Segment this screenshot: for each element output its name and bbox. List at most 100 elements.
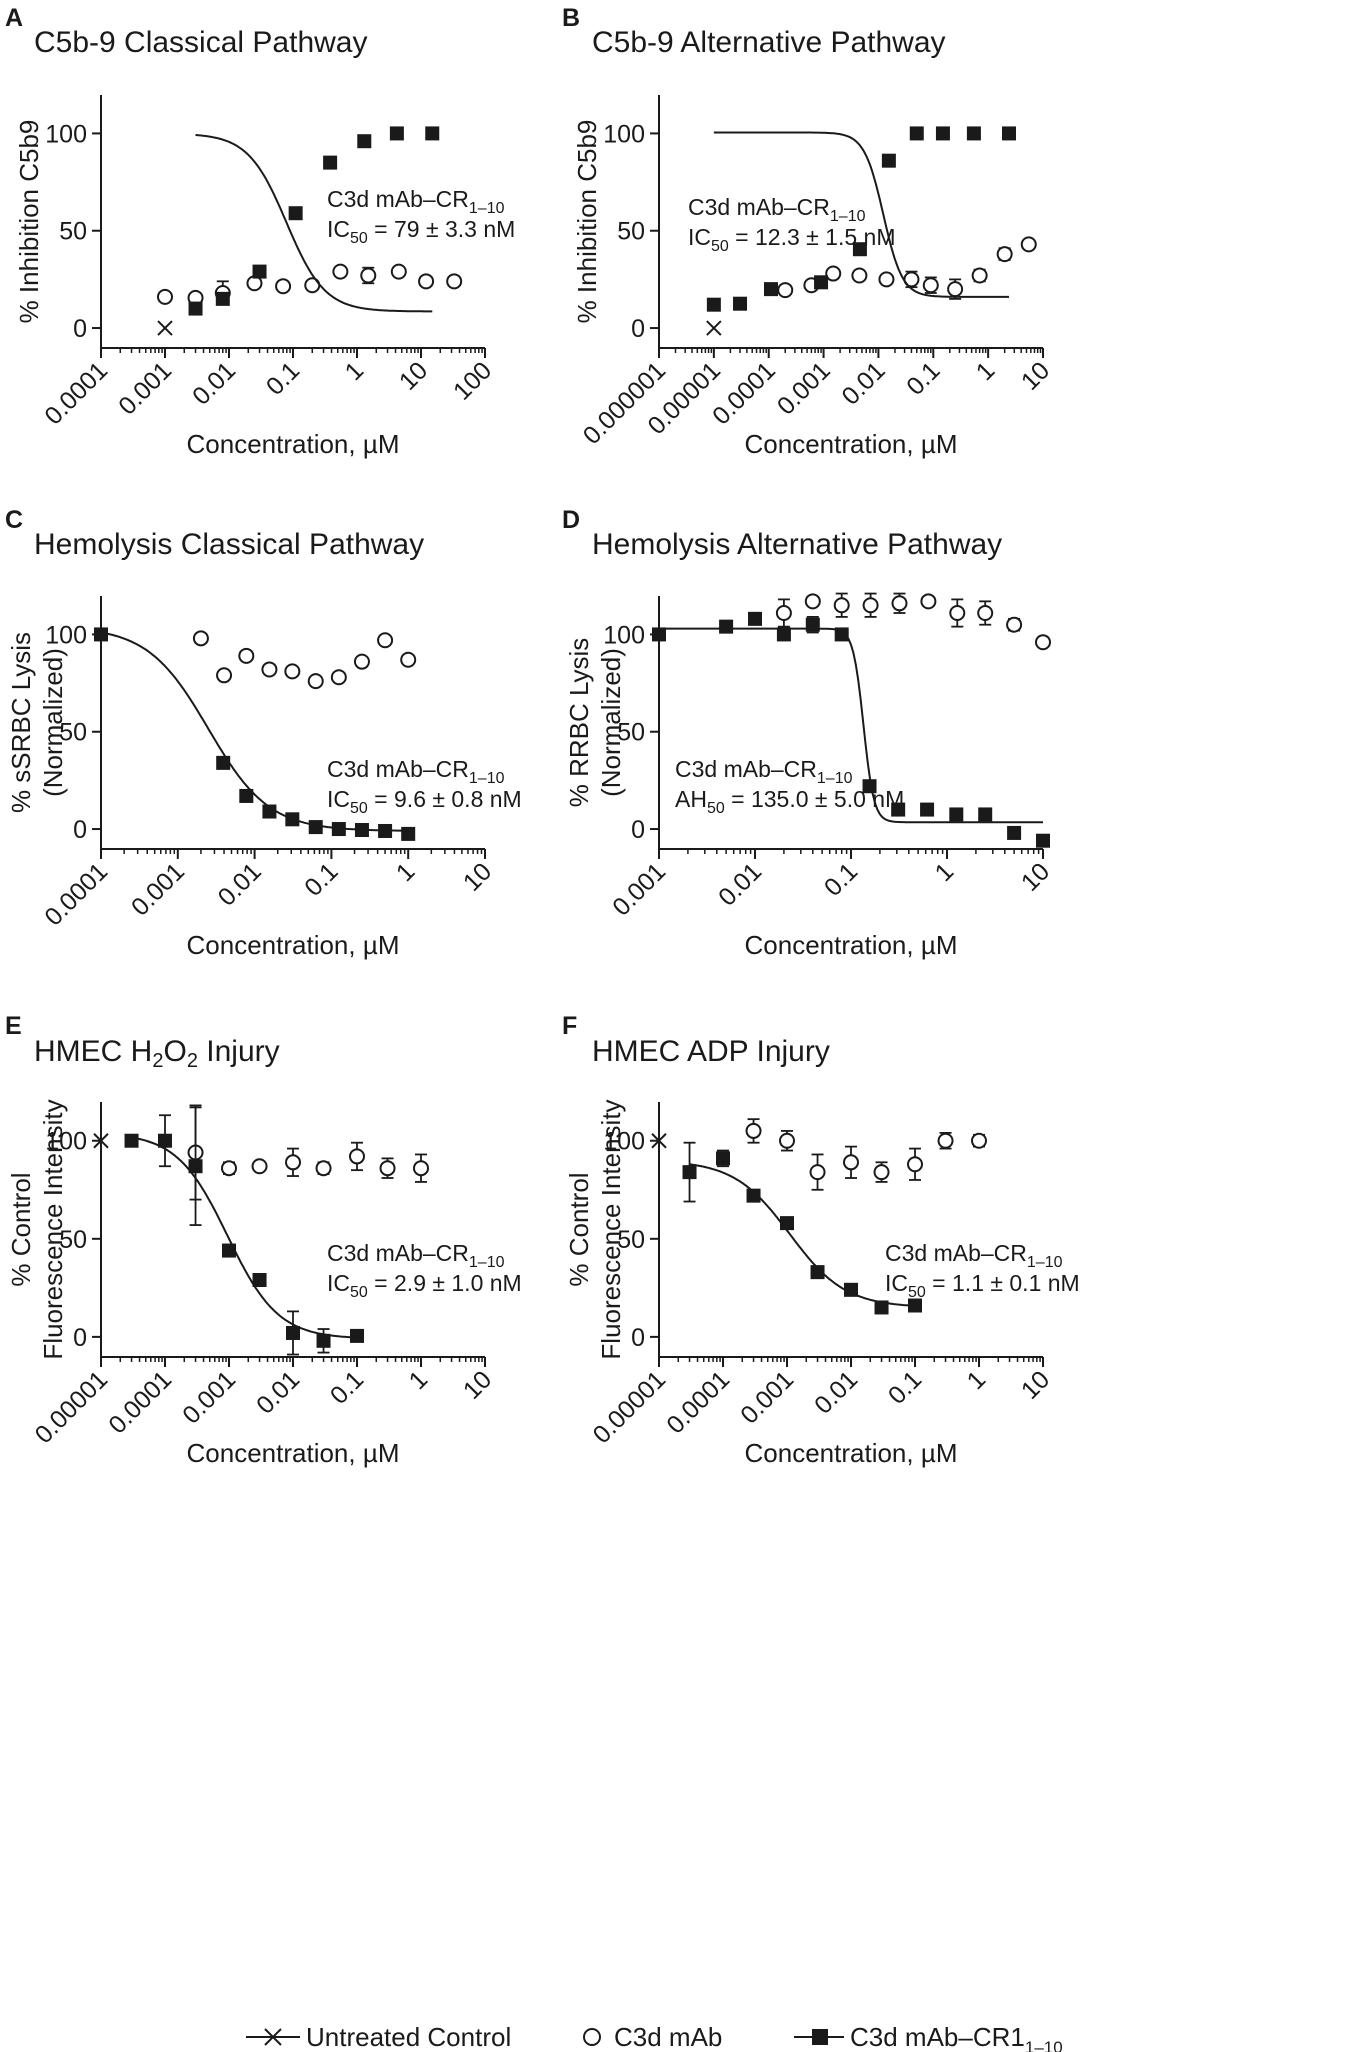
x-tick-label: 1 <box>340 356 370 386</box>
chart-panel-a: A C5b-9 Classical Pathway 0 50 100 0.0001 0.00… <box>5 4 515 459</box>
data-point-circle <box>275 278 292 295</box>
data-point-circle <box>330 669 347 686</box>
data-point-square <box>216 755 231 770</box>
panel-letter: D <box>562 506 580 534</box>
legend-item-c3d-mab: C3d mAb <box>583 2022 722 2052</box>
data-point-circle <box>745 1122 762 1139</box>
data-point-square <box>935 126 950 141</box>
annotation-text: IC <box>688 224 711 250</box>
data-point-circle <box>284 663 301 680</box>
data-point-square <box>814 275 829 290</box>
y-axis-label: % RRBC Lysis <box>564 638 594 808</box>
x-axis-label: Concentration, µM <box>187 930 400 960</box>
x-tick-label: 10 <box>394 356 433 395</box>
data-point-square <box>978 807 993 822</box>
legend-label: C3d mAb <box>614 2022 722 2052</box>
y-axis-label: Fluorescence Intensity <box>38 1099 68 1359</box>
x-tick-label: 0.00001 <box>588 1365 672 1449</box>
legend-label-sub: 1–10 <box>1025 2038 1063 2052</box>
x-tick-label: 0.1 <box>819 857 863 901</box>
x-tick-label: 0.001 <box>607 857 671 921</box>
data-point-square <box>350 1328 364 1343</box>
data-point-square <box>401 826 416 841</box>
data-point-square <box>308 820 323 835</box>
fit-curve <box>713 131 1009 298</box>
x-tick-label: 0.01 <box>809 1365 863 1419</box>
x-tick-label: 0.01 <box>213 857 267 911</box>
y-tick-label: 0 <box>73 315 87 343</box>
x-axis-label: Concentration, µM <box>187 429 400 459</box>
data-point-square <box>844 1282 858 1297</box>
data-point-square <box>1007 825 1022 840</box>
x-tick-label: 0.0001 <box>661 1365 735 1439</box>
data-point-circle <box>971 1132 987 1149</box>
x-tick-label: 0.1 <box>261 356 305 400</box>
data-point-circle <box>418 273 435 290</box>
annotation-text: AH <box>675 786 707 812</box>
y-tick-label: 100 <box>45 120 87 148</box>
x-tick-label: 0.1 <box>901 356 945 400</box>
data-point-square <box>158 1133 172 1148</box>
data-point-circle <box>809 1164 826 1181</box>
data-point-circle <box>971 267 988 284</box>
y-tick-label: 100 <box>45 1128 87 1156</box>
data-point-square <box>862 779 877 794</box>
data-point-square <box>966 126 981 141</box>
x-tick-label: 10 <box>458 857 497 896</box>
y-tick-label: 0 <box>631 816 645 844</box>
data-point-circle <box>1006 616 1023 633</box>
y-tick-label: 0 <box>631 1324 645 1352</box>
x-tick-label: 0.001 <box>126 857 190 921</box>
x-axis-label: Concentration, µM <box>187 1438 400 1468</box>
x-tick-label: 0.00001 <box>30 1365 114 1449</box>
data-point-circle <box>238 647 255 664</box>
series-c3d-mab-cr1 <box>652 611 1050 848</box>
annotation-text: C3d mAb–CR <box>885 1240 1027 1266</box>
data-point-circle <box>315 1160 332 1177</box>
data-point-circle <box>804 593 821 610</box>
x-tick-label: 1 <box>971 356 1001 386</box>
y-axis-label: % Control <box>6 1172 36 1286</box>
fit-annotation-name: C3d mAb–CR1–10 <box>327 186 505 217</box>
data-point-square <box>222 1243 236 1258</box>
data-point-square <box>652 627 666 642</box>
data-point-circle <box>878 271 895 288</box>
y-tick-label: 0 <box>631 315 645 343</box>
data-point-circle <box>221 1160 237 1177</box>
fit-annotation-name: C3d mAb–CR1–10 <box>327 756 505 787</box>
annotation-text: C3d mAb–CR <box>688 194 830 220</box>
x-tick-label: 0.01 <box>251 1365 305 1419</box>
data-point-square <box>874 1300 889 1315</box>
data-point-circle <box>192 630 209 647</box>
data-point-circle <box>920 593 937 610</box>
x-tick-label: 0.01 <box>187 356 241 410</box>
fit-curve <box>195 134 433 313</box>
annotation-text: = 12.3 ± 1.5 nM <box>729 224 896 250</box>
fit-annotation-value: IC50 = 9.6 ± 0.8 nM <box>327 786 522 817</box>
annotation-subscript: 1–10 <box>469 770 505 787</box>
x-tick-label: 0.001 <box>772 356 836 420</box>
data-point-square <box>285 812 300 827</box>
data-point-circle <box>157 288 173 305</box>
annotation-subscript: 50 <box>350 1284 368 1301</box>
data-point-square <box>748 611 762 626</box>
data-point-circle <box>1035 634 1051 651</box>
data-point-square <box>834 627 849 642</box>
data-point-square <box>719 619 734 634</box>
fit-annotation-value: IC50 = 79 ± 3.3 nM <box>327 216 515 247</box>
x-tick-label: 1 <box>930 857 960 887</box>
fit-curve <box>689 1163 916 1307</box>
series-c3d-mab-cr1 <box>706 126 1017 312</box>
panel-letter: F <box>562 1012 577 1040</box>
data-point-x <box>651 1133 667 1149</box>
data-point-square <box>288 206 303 221</box>
x-tick-label: 100 <box>448 356 497 405</box>
series-c3d-mab <box>777 236 1037 300</box>
x-axis-label: Concentration, µM <box>745 930 958 960</box>
series-c3d-mab <box>775 592 1051 651</box>
legend-label: Untreated Control <box>306 2022 511 2052</box>
panel-letter: B <box>562 4 580 32</box>
series-untreated-control <box>157 320 173 336</box>
data-point-square <box>94 627 108 642</box>
